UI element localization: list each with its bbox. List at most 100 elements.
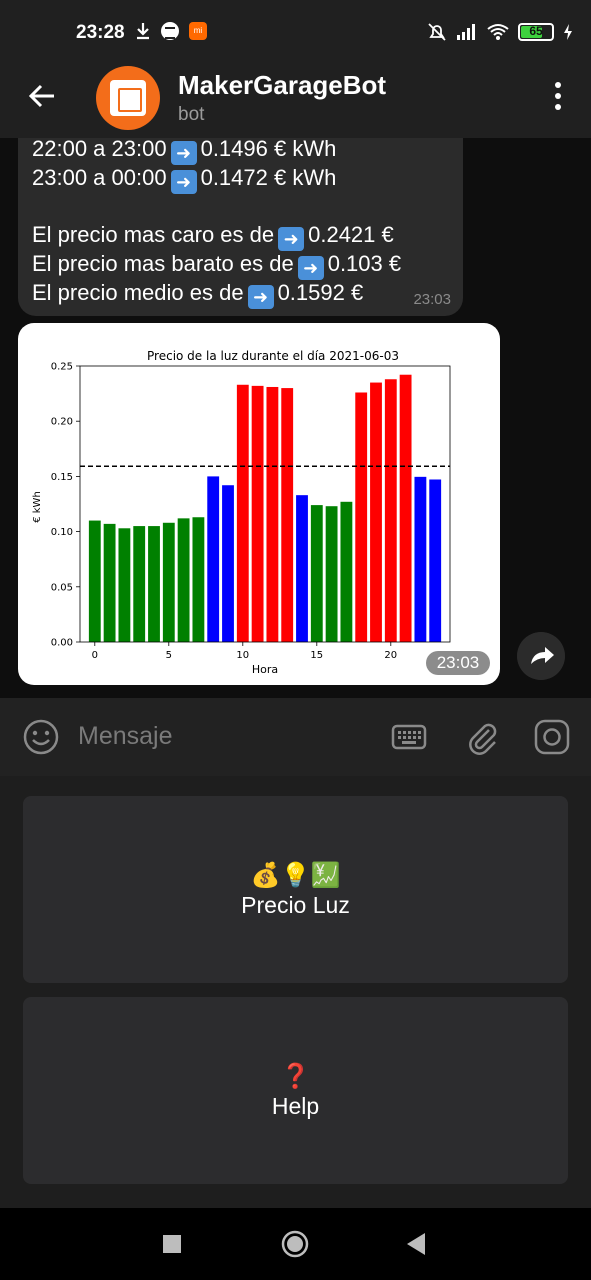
image-time: 23:03 xyxy=(426,651,490,675)
chart-bar-hour-8 xyxy=(207,476,220,642)
min-price-line: El precio mas barato es de ➜ 0.103 € xyxy=(32,251,401,280)
chart-xtick-label: 5 xyxy=(166,650,172,661)
chart-ytick-label: 0.10 xyxy=(51,527,73,538)
mean-price-line: El precio medio es de ➜ 0.1592 € xyxy=(32,280,363,309)
mute-icon xyxy=(428,23,446,41)
right-arrow-icon: ➜ xyxy=(170,170,197,194)
chart-axes-frame xyxy=(79,365,451,643)
more-options-icon[interactable] xyxy=(555,82,563,114)
download-icon xyxy=(137,23,149,40)
question-mark-emoji: ❓ xyxy=(280,1063,311,1090)
line-suffix: 0.103 € xyxy=(327,251,402,276)
keyboard-icon[interactable] xyxy=(390,718,428,756)
chart-bar-hour-18 xyxy=(355,392,368,642)
chart-bar-hour-5 xyxy=(162,522,175,642)
chart-bar-hour-20 xyxy=(384,379,397,642)
charging-icon xyxy=(564,24,572,40)
chart-bar-hour-6 xyxy=(177,518,190,642)
chart-ytick-label: 0.20 xyxy=(51,417,73,428)
right-arrow-icon: ➜ xyxy=(278,227,305,251)
status-notifications: mi xyxy=(135,22,207,40)
chart-bar-hour-17 xyxy=(340,501,353,642)
chat-subtitle: bot xyxy=(178,104,205,125)
precio-luz-button[interactable]: 💰💡💹 Precio Luz xyxy=(23,796,568,983)
chart-xtick-label: 0 xyxy=(92,650,98,661)
button-label: Help xyxy=(271,1093,320,1119)
line-prefix: El precio mas barato es de xyxy=(32,251,294,276)
mi-icon: mi xyxy=(189,22,207,40)
max-price-line: El precio mas caro es de ➜ 0.2421 € xyxy=(32,222,394,251)
chat-title[interactable]: MakerGarageBot xyxy=(178,70,387,100)
help-button[interactable]: ❓ Help xyxy=(23,997,568,1184)
line-suffix: 0.2421 € xyxy=(308,222,394,247)
chart-ylabel: € kWh xyxy=(32,491,43,523)
price-chart: Precio de la luz durante el día 2021-06-… xyxy=(32,349,451,676)
chart-xlabel: Hora xyxy=(252,663,278,676)
chart-xtick-label: 10 xyxy=(236,650,249,661)
chat-messages[interactable]: 22:00 a 23:00 ➜ 0.1496 € kWh 23:00 a 00:00… xyxy=(0,138,591,698)
chart-bar-hour-10 xyxy=(236,384,249,642)
line-suffix: 0.1592 € xyxy=(277,280,364,305)
message-bubble[interactable]: 22:00 a 23:00 ➜ 0.1496 € kWh 23:00 a 00:00… xyxy=(18,138,463,316)
line-suffix: 0.1496 € kWh xyxy=(200,138,337,161)
wifi-icon xyxy=(487,24,509,40)
chart-bar-hour-11 xyxy=(251,385,264,642)
chart-ytick-label: 0.00 xyxy=(51,638,73,649)
battery-icon: 65 xyxy=(518,23,554,41)
chart-ytick-label: 0.15 xyxy=(51,472,73,483)
bot-keyboard: 💰💡💹 Precio Luz ❓ Help xyxy=(0,776,591,1208)
button-label: Precio Luz xyxy=(241,892,350,918)
chart-bar-hour-14 xyxy=(296,495,308,642)
chart-xtick-label: 20 xyxy=(384,650,397,661)
chart-bar-hour-4 xyxy=(148,526,160,642)
chart-bar-hour-1 xyxy=(103,523,116,642)
chart-bar-hour-3 xyxy=(133,526,146,642)
attach-icon[interactable] xyxy=(463,718,501,756)
chat-header: MakerGarageBot bot xyxy=(0,58,591,138)
chart-bar-hour-13 xyxy=(281,388,294,642)
status-time: 23:28 xyxy=(76,22,125,43)
line-prefix: 23:00 a 00:00 xyxy=(32,165,167,190)
spotify-icon xyxy=(161,22,179,40)
message-input[interactable]: Mensaje xyxy=(78,722,173,750)
message-time: 23:03 xyxy=(413,291,451,308)
line-prefix: 22:00 a 23:00 xyxy=(32,138,167,161)
recents-icon[interactable] xyxy=(163,1235,181,1253)
chart-bar-hour-9 xyxy=(222,485,234,642)
right-arrow-icon: ➜ xyxy=(297,256,324,280)
chart-bar-hour-19 xyxy=(370,382,382,642)
line-prefix: El precio medio es de xyxy=(32,280,244,305)
emoji-icon[interactable] xyxy=(22,718,60,756)
back-arrow-icon[interactable] xyxy=(24,78,60,114)
money-bulb-chart-emoji: 💰💡💹 xyxy=(250,862,341,889)
forward-icon[interactable] xyxy=(517,632,565,680)
chart-bar-hour-7 xyxy=(192,517,205,642)
chart-title: Precio de la luz durante el día 2021-06-… xyxy=(147,349,399,363)
chart-image-message[interactable]: Precio de la luz durante el día 2021-06-… xyxy=(18,323,500,685)
chart-bar-hour-16 xyxy=(325,506,338,642)
bot-avatar[interactable] xyxy=(96,66,160,130)
chart-bar-hour-15 xyxy=(310,505,323,642)
chart-bar-hour-12 xyxy=(266,386,279,642)
chart-bar-hour-0 xyxy=(88,520,101,642)
line-suffix: 0.1472 € kWh xyxy=(200,165,337,190)
chart-bar-hour-21 xyxy=(399,374,412,642)
chart-ytick-label: 0.25 xyxy=(51,362,73,373)
chart-bar-hour-22 xyxy=(414,476,427,642)
chart-xtick-label: 15 xyxy=(310,650,323,661)
home-icon[interactable] xyxy=(281,1230,309,1258)
chart-ytick-label: 0.05 xyxy=(51,582,73,593)
signal-icon xyxy=(457,24,475,40)
chart-bar-hour-2 xyxy=(118,528,131,642)
price-line: 22:00 a 23:00 ➜ 0.1496 € kWh xyxy=(32,138,336,165)
chart-bar-hour-23 xyxy=(429,479,442,642)
right-arrow-icon: ➜ xyxy=(170,141,197,165)
message-input-bar: Mensaje xyxy=(0,698,591,776)
status-bar: 23:28 mi 65 xyxy=(0,0,591,58)
chip-icon xyxy=(110,80,146,116)
price-line: 23:00 a 00:00 ➜ 0.1472 € kWh xyxy=(32,165,336,194)
line-prefix: El precio mas caro es de xyxy=(32,222,275,247)
camera-icon[interactable] xyxy=(533,718,571,756)
back-triangle-icon[interactable] xyxy=(407,1233,425,1255)
